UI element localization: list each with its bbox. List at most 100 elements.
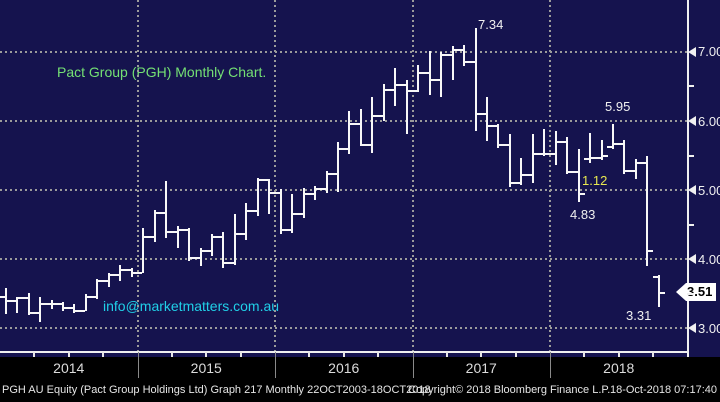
ohlc-bar-open-tick: [125, 268, 131, 271]
axis-tick-arrow-icon: [688, 46, 696, 57]
ohlc-bar-close-tick: [591, 156, 597, 159]
ohlc-bar-close-tick: [144, 235, 150, 238]
ohlc-bar-stem: [634, 159, 637, 180]
ohlc-bar-close-tick: [6, 299, 12, 302]
ohlc-bar-close-tick: [442, 54, 448, 57]
gridline-horizontal: [0, 327, 687, 330]
ohlc-bar-open-tick: [343, 147, 349, 150]
ohlc-bar-stem: [222, 231, 225, 269]
ohlc-bar-close-tick: [155, 211, 161, 214]
ohlc-bar-stem: [348, 110, 351, 155]
ohlc-bar-stem: [405, 79, 408, 135]
ohlc-bar-open-tick: [492, 124, 498, 127]
ohlc-bar-stem: [73, 304, 76, 314]
x-axis-quarter-tick: [239, 352, 242, 357]
ohlc-bar-open-tick: [332, 173, 338, 176]
ohlc-bar-stem: [463, 44, 466, 67]
axis-tick-arrow-icon: [688, 254, 696, 265]
ohlc-bar-close-tick: [648, 250, 654, 253]
ohlc-bar-close-tick: [625, 169, 631, 172]
footer-copyright: Copyright© 2018 Bloomberg Finance L.P.: [408, 384, 611, 396]
ohlc-bar-close-tick: [487, 124, 493, 127]
axis-tick-arrow-icon: [688, 185, 696, 196]
axis-tick-arrow-icon: [688, 116, 696, 127]
ohlc-bar-close-tick: [636, 161, 642, 164]
ohlc-bar-close-tick: [98, 279, 104, 282]
ohlc-bar-close-tick: [258, 178, 264, 181]
ohlc-bar-stem: [451, 46, 454, 80]
y-axis-tick-label: 7.00: [698, 44, 720, 60]
ohlc-bar-close-tick: [407, 89, 413, 92]
ohlc-bar-close-tick: [190, 256, 196, 259]
ohlc-bar-close-tick: [579, 193, 585, 196]
ohlc-bar-close-tick: [132, 272, 138, 275]
chart-plot-area[interactable]: Pact Group (PGH) Monthly Chart. info@mar…: [0, 0, 688, 352]
ohlc-bar-open-tick: [458, 48, 464, 51]
ohlc-bar-stem: [153, 209, 156, 243]
ohlc-bar-stem: [50, 300, 53, 310]
ohlc-bar-stem: [233, 214, 236, 265]
y-axis-tick: 5.00: [688, 182, 720, 198]
x-axis-quarter-tick: [170, 352, 173, 357]
ohlc-bar-close-tick: [270, 191, 276, 194]
ohlc-bar-open-tick: [572, 171, 578, 174]
ohlc-bar-stem: [577, 148, 580, 202]
ohlc-bar-close-tick: [384, 88, 390, 91]
ohlc-bar-close-tick: [510, 182, 516, 185]
price-annotation: 3.31: [626, 308, 652, 323]
ohlc-bar-close-tick: [64, 306, 70, 309]
ohlc-bar-close-tick: [522, 173, 528, 176]
ohlc-bar-stem: [62, 301, 65, 311]
y-axis-tick: 3.00: [688, 320, 720, 336]
gridline-horizontal: [0, 50, 687, 53]
ohlc-bar-open-tick: [171, 230, 177, 233]
ohlc-bar-open-tick: [515, 182, 521, 185]
ohlc-bar-stem: [382, 83, 385, 122]
x-axis-quarter-tick: [514, 352, 517, 357]
footer-strip: PGH AU Equity (Pact Group Holdings Ltd) …: [0, 357, 720, 402]
ohlc-bar-open-tick: [22, 297, 28, 300]
y-axis-tick: 4.00: [688, 251, 720, 267]
ohlc-bar-close-tick: [430, 78, 436, 81]
ohlc-bar-open-tick: [561, 141, 567, 144]
ohlc-bar-stem: [589, 133, 592, 163]
ohlc-bar-open-tick: [389, 88, 395, 91]
ohlc-bar-stem: [130, 267, 133, 277]
year-label: 2016: [328, 360, 360, 376]
ohlc-bar-stem: [107, 273, 110, 287]
ohlc-bar-close-tick: [75, 309, 81, 312]
ohlc-bar-stem: [600, 140, 603, 161]
ohlc-bar-close-tick: [41, 303, 47, 306]
ohlc-bar-open-tick: [183, 229, 189, 232]
ohlc-bar-stem: [245, 202, 248, 240]
ohlc-bar-stem: [165, 181, 168, 238]
ohlc-bar-open-tick: [240, 233, 246, 236]
ohlc-bar-open-tick: [263, 178, 269, 181]
ohlc-bar-close-tick: [18, 297, 24, 300]
ohlc-bar-close-tick: [52, 302, 58, 305]
ohlc-bar-open-tick: [91, 296, 97, 299]
x-axis-quarter-tick: [377, 352, 380, 357]
ohlc-bar-stem: [39, 297, 42, 323]
ohlc-bar-close-tick: [499, 143, 505, 146]
axis-tick-arrow-icon: [688, 323, 696, 334]
price-annotation: 5.95: [605, 99, 631, 114]
x-axis-quarter-tick: [617, 352, 620, 357]
ohlc-bar-open-tick: [297, 212, 303, 215]
ohlc-bar-close-tick: [419, 72, 425, 75]
gridline-vertical: [136, 0, 139, 352]
ohlc-bar-open-tick: [11, 299, 17, 302]
ohlc-bar-close-tick: [533, 153, 539, 156]
ohlc-bar-close-tick: [545, 152, 551, 155]
gridline-horizontal: [0, 258, 687, 261]
x-axis-quarter-tick: [583, 352, 586, 357]
last-price-marker: 3.51: [676, 283, 717, 301]
ohlc-bar-open-tick: [595, 156, 601, 159]
ohlc-bar-open-tick: [503, 143, 509, 146]
ohlc-bar-close-tick: [556, 141, 562, 144]
ohlc-bar-close-tick: [465, 60, 471, 63]
ohlc-bar-stem: [566, 136, 569, 175]
x-axis-quarter-tick: [480, 352, 483, 357]
ohlc-bar-close-tick: [350, 123, 356, 126]
ohlc-bar-stem: [142, 228, 145, 274]
